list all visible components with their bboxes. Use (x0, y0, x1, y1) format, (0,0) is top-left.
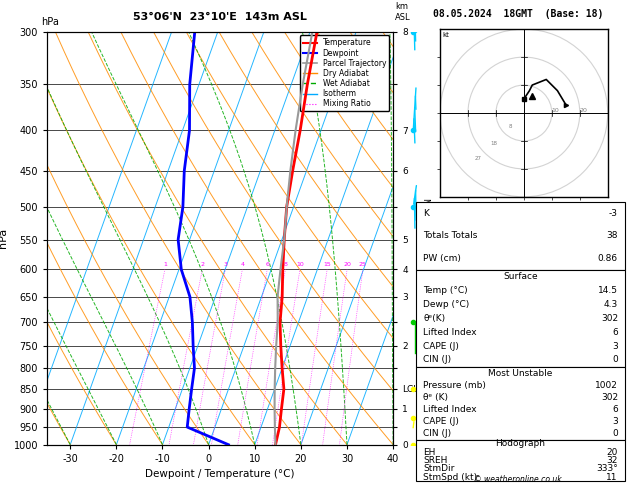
Text: 3: 3 (612, 417, 618, 426)
Text: 302: 302 (601, 393, 618, 402)
Y-axis label: Mixing Ratio (g/kg): Mixing Ratio (g/kg) (421, 198, 430, 278)
Text: 1: 1 (163, 262, 167, 267)
Text: 32: 32 (606, 456, 618, 465)
Text: Most Unstable: Most Unstable (488, 368, 553, 378)
Text: 25: 25 (359, 262, 367, 267)
Text: 0: 0 (612, 429, 618, 438)
Text: 20: 20 (343, 262, 351, 267)
Bar (416, 440, 625, 481)
Text: CAPE (J): CAPE (J) (423, 342, 459, 350)
Text: 6: 6 (612, 405, 618, 414)
Text: 08.05.2024  18GMT  (Base: 18): 08.05.2024 18GMT (Base: 18) (433, 9, 603, 19)
Text: 4: 4 (240, 262, 244, 267)
Text: EH: EH (423, 448, 435, 457)
Text: Lifted Index: Lifted Index (423, 328, 477, 337)
Text: PW (cm): PW (cm) (423, 254, 461, 263)
Text: Temp (°C): Temp (°C) (423, 286, 468, 295)
Text: 333°: 333° (596, 464, 618, 473)
Text: Totals Totals: Totals Totals (423, 231, 477, 240)
Text: 20: 20 (580, 108, 587, 113)
Y-axis label: hPa: hPa (0, 228, 8, 248)
Text: 2: 2 (200, 262, 204, 267)
Text: 6: 6 (612, 328, 618, 337)
Text: Surface: Surface (503, 272, 538, 281)
Text: θᵉ(K): θᵉ(K) (423, 314, 445, 323)
X-axis label: Dewpoint / Temperature (°C): Dewpoint / Temperature (°C) (145, 469, 295, 479)
Text: SREH: SREH (423, 456, 447, 465)
Bar (416, 270, 625, 367)
Text: Pressure (mb): Pressure (mb) (423, 381, 486, 390)
Text: 15: 15 (323, 262, 331, 267)
Text: StmSpd (kt): StmSpd (kt) (423, 472, 477, 482)
Text: Hodograph: Hodograph (496, 439, 545, 449)
Text: hPa: hPa (41, 17, 58, 27)
Text: CAPE (J): CAPE (J) (423, 417, 459, 426)
Text: θᵉ (K): θᵉ (K) (423, 393, 448, 402)
Legend: Temperature, Dewpoint, Parcel Trajectory, Dry Adiabat, Wet Adiabat, Isotherm, Mi: Temperature, Dewpoint, Parcel Trajectory… (300, 35, 389, 111)
Text: 3: 3 (612, 342, 618, 350)
Text: 27: 27 (475, 156, 482, 161)
Text: CIN (J): CIN (J) (423, 355, 451, 364)
Text: 0.86: 0.86 (598, 254, 618, 263)
Text: 14.5: 14.5 (598, 286, 618, 295)
Text: 4.3: 4.3 (604, 300, 618, 309)
Text: 6: 6 (265, 262, 269, 267)
Text: 18: 18 (490, 141, 497, 146)
Text: 11: 11 (606, 472, 618, 482)
Text: Lifted Index: Lifted Index (423, 405, 477, 414)
Text: 1002: 1002 (595, 381, 618, 390)
Text: 38: 38 (606, 231, 618, 240)
Text: 302: 302 (601, 314, 618, 323)
Bar (416, 202, 625, 270)
Text: 8: 8 (509, 124, 512, 129)
Text: 10: 10 (296, 262, 304, 267)
Text: kt: kt (443, 32, 450, 38)
Text: K: K (423, 208, 429, 218)
Text: CIN (J): CIN (J) (423, 429, 451, 438)
Text: StmDir: StmDir (423, 464, 455, 473)
Text: 53°06'N  23°10'E  143m ASL: 53°06'N 23°10'E 143m ASL (133, 12, 307, 22)
Text: -3: -3 (609, 208, 618, 218)
Bar (416, 367, 625, 440)
Text: 0: 0 (612, 355, 618, 364)
Text: 3: 3 (223, 262, 227, 267)
Text: Dewp (°C): Dewp (°C) (423, 300, 469, 309)
Text: 10: 10 (552, 108, 560, 113)
Text: © weatheronline.co.uk: © weatheronline.co.uk (474, 474, 562, 484)
Text: 20: 20 (606, 448, 618, 457)
Text: 8: 8 (284, 262, 287, 267)
Text: km
ASL: km ASL (395, 2, 411, 22)
